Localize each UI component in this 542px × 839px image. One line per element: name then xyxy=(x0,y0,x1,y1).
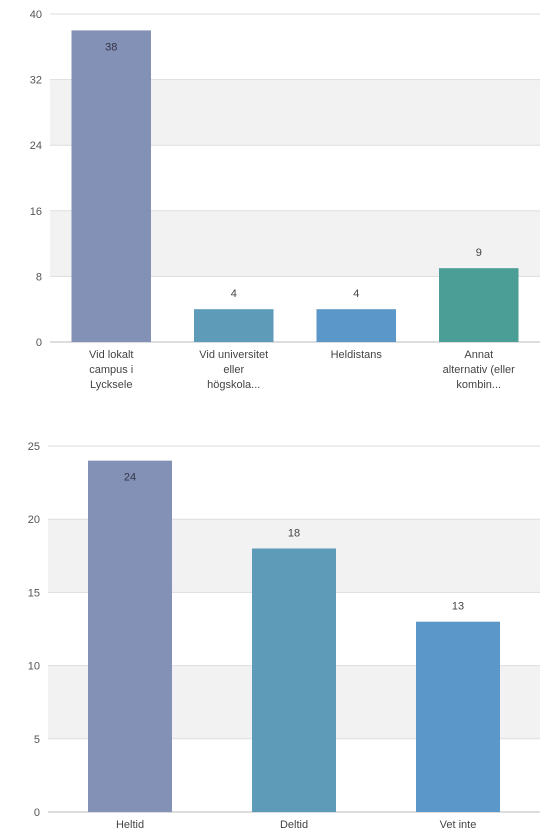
y-tick-label: 16 xyxy=(30,206,42,218)
y-tick-label: 8 xyxy=(36,271,42,283)
data-label: 18 xyxy=(288,527,300,539)
bar xyxy=(252,548,336,812)
bar xyxy=(88,460,172,812)
data-label: 9 xyxy=(476,247,482,259)
bar xyxy=(416,621,500,812)
category-label: Heltid xyxy=(116,819,144,831)
y-tick-label: 5 xyxy=(34,734,40,746)
chart-2: 0 5 10 15 20 25 24 Heltid 18 Deltid 13 Vet inte xyxy=(0,432,542,839)
category-label: Heldistans xyxy=(331,349,383,361)
y-tick-label: 0 xyxy=(34,807,40,819)
category-label: Vet inte xyxy=(440,819,477,831)
category-label: Annat alternativ (eller kombin... xyxy=(443,349,515,391)
bar xyxy=(194,309,274,342)
y-tick-label: 25 xyxy=(28,441,40,453)
bar xyxy=(71,30,151,343)
category-label: Vid lokalt campus i Lycksele xyxy=(89,349,133,391)
category-label: Deltid xyxy=(280,819,308,831)
category-label: Vid universitet eller högskola... xyxy=(199,349,268,391)
bar xyxy=(439,268,519,342)
y-tick-label: 32 xyxy=(30,75,42,87)
y-tick-label: 20 xyxy=(28,514,40,526)
y-tick-label: 24 xyxy=(30,140,42,152)
data-label: 4 xyxy=(231,288,237,300)
y-tick-label: 40 xyxy=(30,9,42,21)
data-label: 24 xyxy=(124,472,136,484)
chart-2-svg: 0 5 10 15 20 25 24 Heltid 18 Deltid 13 Vet inte xyxy=(28,441,540,831)
chart-1-svg: 0 8 16 24 32 40 38 Vid lokalt campus i Lycksele 4 V… xyxy=(30,9,540,391)
bar xyxy=(316,309,396,342)
y-tick-label: 15 xyxy=(28,587,40,599)
y-tick-label: 10 xyxy=(28,661,40,673)
data-label: 13 xyxy=(452,601,464,613)
y-tick-label: 0 xyxy=(36,337,42,349)
data-label: 4 xyxy=(353,288,359,300)
data-label: 38 xyxy=(105,41,117,53)
chart-1: 0 8 16 24 32 40 38 Vid lokalt campus i Lycksele 4 V… xyxy=(30,9,540,391)
